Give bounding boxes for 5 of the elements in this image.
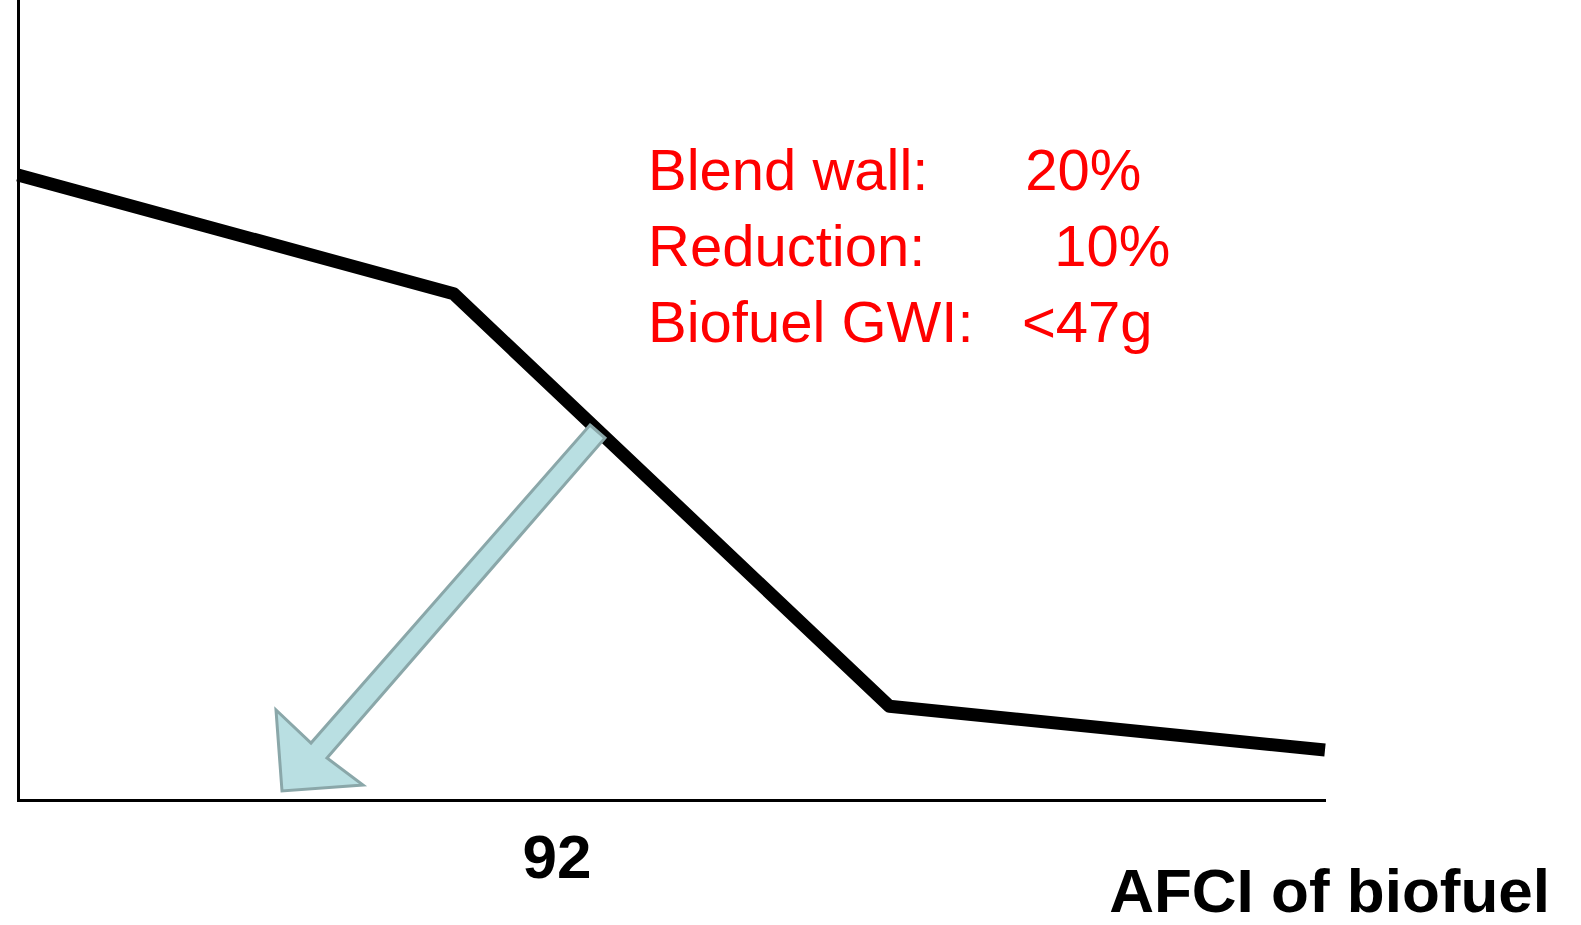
annotation: Blend wall: 20% (648, 137, 1142, 202)
annotation: Reduction: 10% (648, 213, 1171, 278)
x-axis-title: AFCI of biofuel (1109, 856, 1550, 925)
annotation: Biofuel GWI: <47g (648, 289, 1153, 354)
text: 92 (522, 822, 592, 891)
